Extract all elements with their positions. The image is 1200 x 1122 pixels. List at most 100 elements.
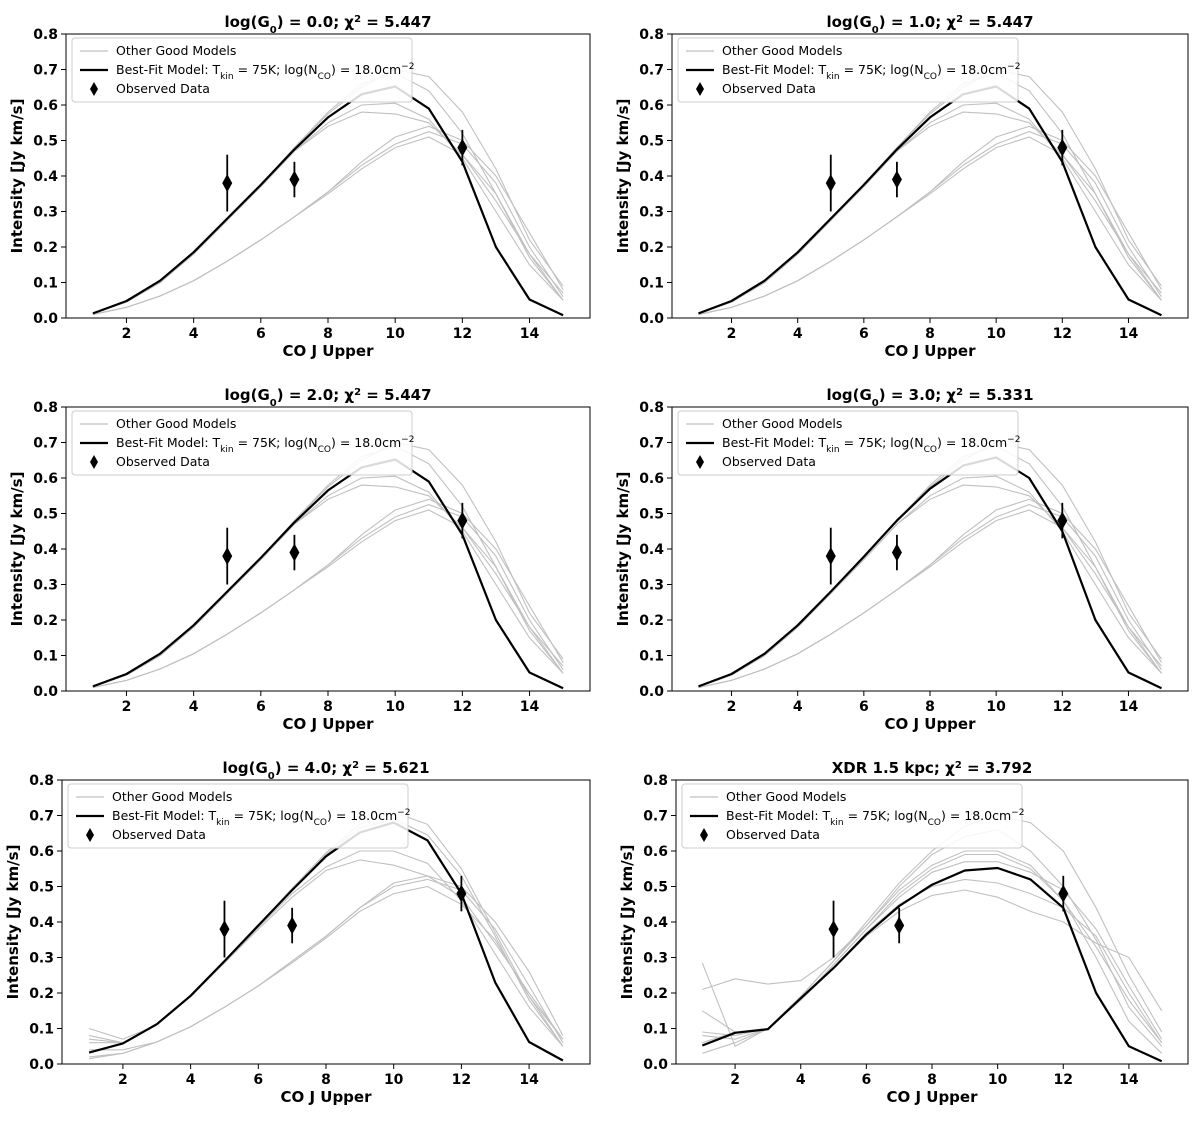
y-axis-label: Intensity [Jy km/s] (8, 472, 26, 627)
x-tick-label: 4 (189, 326, 199, 342)
legend-other-label: Other Good Models (116, 43, 236, 58)
y-tick-label: 0.3 (643, 951, 668, 967)
legend-box (71, 410, 413, 476)
y-tick-label: 0.3 (33, 578, 58, 594)
observed-point-2 (289, 161, 300, 198)
x-tick-label: 6 (859, 699, 869, 715)
other-model-line-2 (92, 102, 564, 315)
x-tick-label: 2 (727, 326, 737, 342)
x-tick-label: 12 (453, 699, 472, 715)
observed-point-3 (457, 129, 468, 166)
y-tick-label: 0.1 (639, 276, 664, 292)
x-axis-label: CO J Upper (282, 342, 374, 360)
y-tick-label: 0.4 (643, 915, 668, 931)
legend-observed-swatch (86, 828, 94, 842)
observed-marker (825, 547, 836, 566)
y-tick-label: 0.4 (33, 542, 58, 558)
x-tick-label: 10 (385, 699, 405, 715)
x-tick-label: 6 (256, 326, 266, 342)
y-tick-label: 0.4 (33, 169, 58, 185)
x-tick-label: 4 (796, 1072, 806, 1088)
legend-other-label: Other Good Models (722, 416, 842, 431)
other-model-line-7 (92, 136, 564, 315)
observed-marker (891, 170, 902, 189)
legend: Other Good Models Best-Fit Model: Tkin = … (67, 783, 410, 849)
other-models (92, 441, 564, 689)
other-model-line-6 (89, 875, 564, 1058)
other-model-line-3 (698, 484, 1162, 688)
other-model-line-1 (701, 814, 1163, 1048)
x-tick-label: 14 (520, 699, 540, 715)
legend-best-label: Best-Fit Model: Tkin = 75K; log(NCO) = 1… (726, 808, 1024, 828)
x-tick-label: 2 (122, 326, 132, 342)
observed-point-3 (456, 875, 467, 912)
observed-marker (828, 920, 839, 939)
observed-marker (289, 170, 300, 189)
legend-other-label: Other Good Models (112, 789, 232, 804)
legend-observed-label: Observed Data (116, 454, 210, 469)
x-tick-label: 8 (925, 699, 935, 715)
other-model-line-5 (702, 889, 1163, 1054)
x-tick-label: 2 (727, 699, 737, 715)
other-model-line-7 (698, 136, 1162, 315)
legend-best-label: Best-Fit Model: Tkin = 75K; log(NCO) = 1… (116, 62, 414, 82)
legend: Other Good Models Best-Fit Model: Tkin = … (677, 410, 1020, 476)
legend-box (67, 783, 409, 849)
x-tick-label: 8 (925, 326, 935, 342)
observed-point-2 (894, 907, 905, 944)
legend: Other Good Models Best-Fit Model: Tkin = … (71, 37, 414, 103)
x-tick-label: 10 (986, 326, 1006, 342)
observed-marker (287, 916, 298, 935)
x-tick-label: 14 (1119, 1072, 1139, 1088)
observed-marker (222, 174, 233, 193)
y-tick-label: 0.3 (33, 205, 58, 221)
x-tick-label: 12 (453, 326, 472, 342)
x-tick-label: 10 (384, 1072, 404, 1088)
observed-point-2 (891, 161, 902, 198)
y-tick-label: 0.8 (29, 773, 54, 789)
y-tick-label: 0.6 (639, 98, 664, 114)
y-tick-label: 0.1 (33, 649, 58, 665)
legend-observed-label: Observed Data (722, 454, 816, 469)
y-tick-label: 0.0 (639, 684, 664, 700)
x-axis-label: CO J Upper (884, 342, 976, 360)
best-fit-line (698, 456, 1162, 690)
x-tick-label: 12 (452, 1072, 471, 1088)
observed-point-1 (825, 154, 836, 212)
other-model-line-2 (698, 475, 1162, 688)
y-tick-label: 0.8 (639, 27, 664, 43)
y-axis-label: Intensity [Jy km/s] (8, 99, 26, 254)
chart-panel-1: log(G0) = 0.0; χ2 = 5.447 2 4 6 8 10 12 14 0.0 0.… (8, 13, 591, 360)
legend-other-label: Other Good Models (726, 789, 846, 804)
x-tick-label: 2 (118, 1072, 128, 1088)
x-tick-label: 12 (1053, 326, 1072, 342)
y-tick-label: 0.7 (639, 63, 664, 79)
x-tick-label: 14 (1119, 326, 1139, 342)
observed-marker (457, 511, 468, 530)
chart-panel-4: log(G0) = 3.0; χ2 = 5.331 2 4 6 8 10 12 14 0.0 0.… (614, 386, 1189, 733)
x-tick-label: 6 (253, 1072, 263, 1088)
y-tick-label: 0.8 (643, 773, 668, 789)
y-tick-label: 0.5 (33, 134, 58, 150)
y-tick-label: 0.7 (33, 436, 58, 452)
best-fit-line (88, 821, 564, 1062)
y-tick-label: 0.4 (29, 915, 54, 931)
observed-marker (891, 543, 902, 562)
legend-observed-label: Observed Data (112, 827, 206, 842)
legend: Other Good Models Best-Fit Model: Tkin = … (681, 783, 1024, 849)
observed-marker (457, 138, 468, 157)
x-axis-label: CO J Upper (884, 715, 976, 733)
y-tick-label: 0.8 (33, 27, 58, 43)
observed-marker (219, 920, 230, 939)
chart-title: XDR 1.5 kpc; χ2 = 3.792 (832, 759, 1033, 777)
legend: Other Good Models Best-Fit Model: Tkin = … (677, 37, 1020, 103)
y-tick-label: 0.5 (639, 507, 664, 523)
observed-point-2 (287, 907, 298, 944)
y-tick-label: 0.7 (639, 436, 664, 452)
other-model-line-2 (702, 850, 1163, 1054)
chart-title: log(G0) = 1.0; χ2 = 5.447 (826, 13, 1033, 36)
y-tick-label: 0.5 (33, 507, 58, 523)
chart-panel-6: XDR 1.5 kpc; χ2 = 3.792 2 4 6 8 10 12 14 0.0 0.1 0… (618, 759, 1189, 1106)
other-model-line-2 (698, 102, 1162, 315)
y-tick-label: 0.3 (639, 578, 664, 594)
